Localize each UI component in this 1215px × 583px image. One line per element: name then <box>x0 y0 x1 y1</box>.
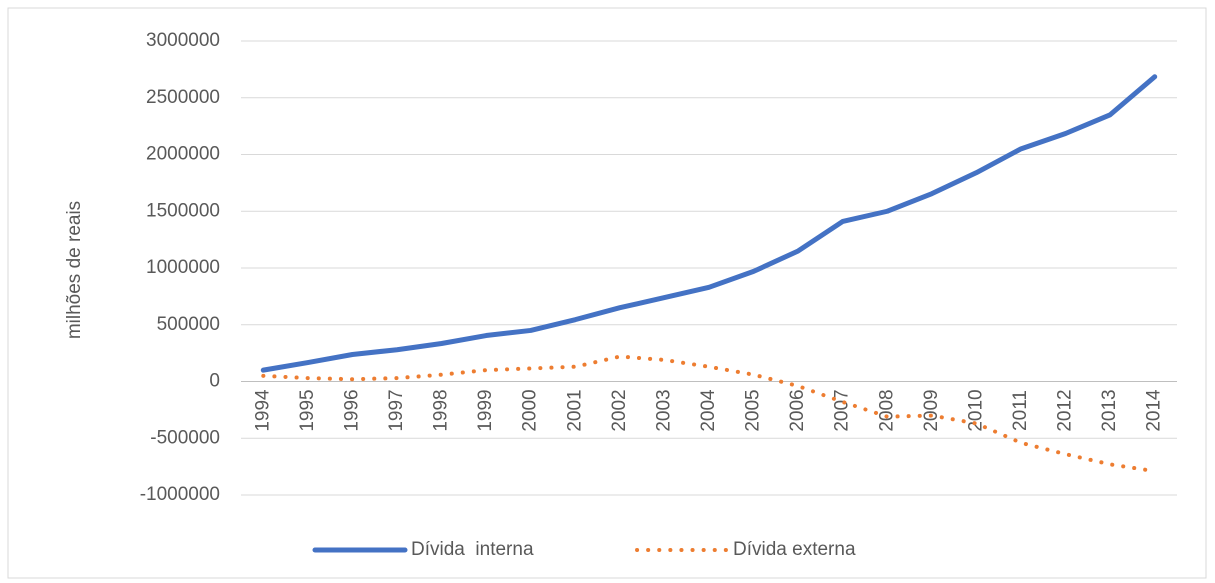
y-axis-label: milhões de reais <box>64 201 85 339</box>
x-tick-label: 2008 <box>876 389 897 431</box>
x-tick-label: 2012 <box>1055 389 1076 431</box>
x-tick-label: 1995 <box>297 389 318 431</box>
x-tick-label: 2011 <box>1010 390 1031 431</box>
x-tick-label: 1994 <box>252 389 273 432</box>
y-tick-label: 0 <box>209 371 220 392</box>
x-tick-label: 1999 <box>475 389 496 431</box>
x-tick-label: 1996 <box>341 389 362 431</box>
x-tick-label: 1997 <box>386 389 407 431</box>
x-tick-label: 2004 <box>698 389 719 432</box>
x-tick-label: 2009 <box>921 389 942 431</box>
x-tick-label: 2010 <box>965 389 986 431</box>
x-tick-label: 2003 <box>653 389 674 431</box>
x-tick-label: 2001 <box>564 389 585 431</box>
chart-border <box>7 7 1207 579</box>
series-line <box>260 74 1158 373</box>
x-tick-label: 2013 <box>1099 389 1120 431</box>
y-tick-label: 2000000 <box>146 144 220 165</box>
x-tick-label: 2000 <box>520 389 541 431</box>
y-tick-label: 1500000 <box>146 200 220 221</box>
x-tick-label: 2002 <box>609 389 630 431</box>
y-tick-label: -500000 <box>150 427 220 448</box>
legend-label: Dívida externa <box>733 539 856 560</box>
x-tick-label: 2007 <box>832 389 853 431</box>
series-line <box>261 354 1157 474</box>
x-tick-label: 2006 <box>787 389 808 431</box>
y-tick-label: 3000000 <box>146 30 220 51</box>
x-tick-label: 2005 <box>743 389 764 431</box>
y-tick-label: 1000000 <box>146 257 220 278</box>
x-tick-label: 1998 <box>431 389 452 431</box>
legend-label: Dívida interna <box>411 539 534 560</box>
y-tick-label: 500000 <box>157 314 220 335</box>
y-tick-label: 2500000 <box>146 87 220 108</box>
y-tick-label: -1000000 <box>140 484 220 505</box>
x-tick-label: 2014 <box>1144 389 1165 432</box>
